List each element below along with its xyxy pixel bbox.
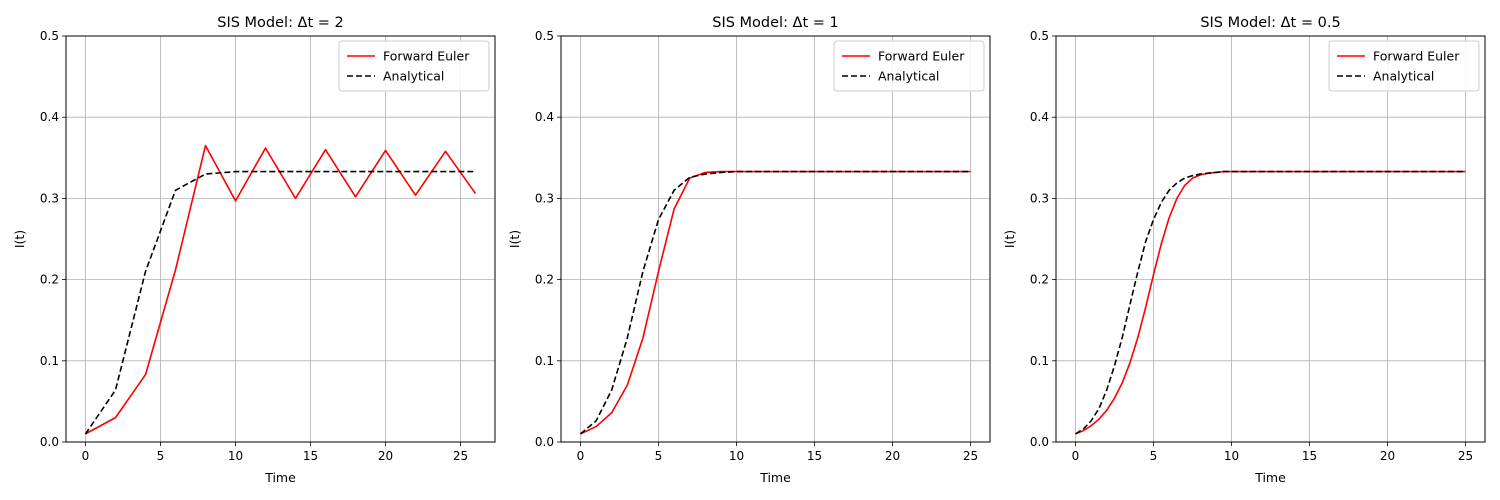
x-axis-label: Time <box>1254 470 1286 485</box>
y-tick-label: 0.3 <box>40 191 59 205</box>
x-tick-label: 15 <box>1302 449 1317 463</box>
x-axis-label: Time <box>264 470 296 485</box>
legend-label: Analytical <box>1373 69 1434 84</box>
x-tick-label: 5 <box>157 449 165 463</box>
y-axis-label: I(t) <box>12 230 27 248</box>
x-tick-label: 10 <box>228 449 243 463</box>
legend-box <box>833 40 985 92</box>
x-tick-label: 20 <box>1380 449 1395 463</box>
y-tick-label: 0.1 <box>40 354 59 368</box>
x-tick-label: 0 <box>82 449 90 463</box>
x-tick-label: 25 <box>453 449 468 463</box>
y-tick-label: 0.4 <box>1030 110 1049 124</box>
y-tick-label: 0.0 <box>535 435 554 449</box>
axes-frame <box>65 35 496 443</box>
x-tick-label: 5 <box>655 449 663 463</box>
legend-label: Analytical <box>878 69 939 84</box>
chart-panel-2: 0 5 10 15 20 25 0.0 0.1 0.2 0.3 0.4 0.5 SIS Model: Δ… <box>507 15 991 485</box>
x-tick-label: 15 <box>807 449 822 463</box>
y-tick-label: 0.1 <box>535 354 554 368</box>
x-tick-label: 15 <box>303 449 318 463</box>
x-axis-label: Time <box>759 470 791 485</box>
y-tick-label: 0.0 <box>40 435 59 449</box>
x-tick-label: 20 <box>378 449 393 463</box>
y-axis-label: I(t) <box>1002 230 1017 248</box>
x-tick-label: 25 <box>1458 449 1473 463</box>
series-line-analytical <box>579 170 971 435</box>
series-line-analytical <box>1075 170 1466 435</box>
y-tick-label: 0.0 <box>1030 435 1049 449</box>
legend-label: Forward Euler <box>1373 49 1460 64</box>
legend-label: Analytical <box>383 69 444 84</box>
axes-frame <box>1055 35 1486 443</box>
x-tick-label: 0 <box>577 449 585 463</box>
x-tick-label: 10 <box>1224 449 1239 463</box>
series-line-forward-euler <box>85 144 477 435</box>
x-tick-label: 10 <box>729 449 744 463</box>
y-tick-label: 0.1 <box>1030 354 1049 368</box>
x-tick-label: 5 <box>1150 449 1158 463</box>
x-tick-label: 20 <box>885 449 900 463</box>
x-tick-label: 25 <box>963 449 978 463</box>
y-tick-label: 0.3 <box>535 191 554 205</box>
y-tick-label: 0.2 <box>1030 273 1049 287</box>
y-tick-label: 0.2 <box>535 273 554 287</box>
y-tick-label: 0.5 <box>40 29 59 43</box>
y-tick-label: 0.4 <box>535 110 554 124</box>
legend-box <box>338 40 490 92</box>
chart-title: SIS Model: Δt = 0.5 <box>1200 15 1340 31</box>
y-tick-label: 0.4 <box>40 110 59 124</box>
y-tick-label: 0.5 <box>535 29 554 43</box>
y-tick-label: 0.3 <box>1030 191 1049 205</box>
y-axis-label: I(t) <box>507 230 522 248</box>
chart-title: SIS Model: Δt = 2 <box>217 15 344 31</box>
legend-label: Forward Euler <box>878 49 965 64</box>
y-tick-label: 0.2 <box>40 273 59 287</box>
y-tick-label: 0.5 <box>1030 29 1049 43</box>
series-line-forward-euler <box>580 170 971 435</box>
legend-label: Forward Euler <box>383 49 470 64</box>
series-line-forward-euler <box>1075 170 1466 435</box>
x-tick-label: 0 <box>1072 449 1080 463</box>
legend-box <box>1328 40 1480 92</box>
series-line-analytical <box>84 170 476 435</box>
chart-title: SIS Model: Δt = 1 <box>712 15 839 31</box>
chart-panel-3: 0 5 10 15 20 25 0.0 0.1 0.2 0.3 0.4 0.5 SIS Model: Δ… <box>1002 15 1486 485</box>
chart-panel-1: 0 5 10 15 20 25 0.0 0.1 0.2 0.3 0.4 0.5 SIS Model: Δ… <box>12 15 496 485</box>
axes-frame <box>560 35 991 443</box>
